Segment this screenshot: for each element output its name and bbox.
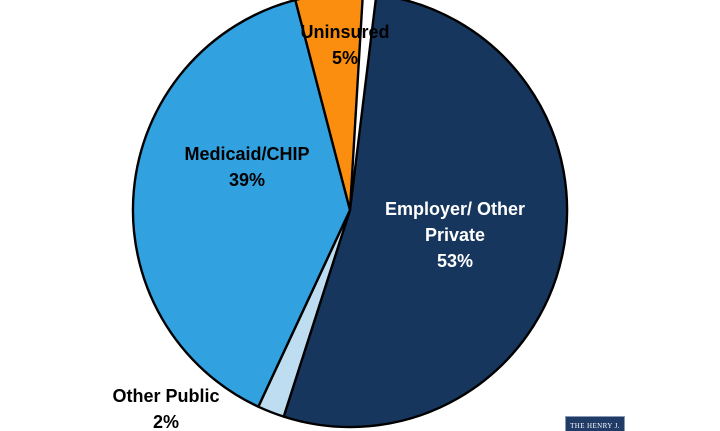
label-uninsured-value: 5% [331, 48, 359, 68]
label-medicaid-chip: Medicaid/CHIP 39% [184, 141, 309, 193]
label-uninsured: Uninsured 5% [300, 19, 389, 71]
label-employer-value: 53% [436, 251, 474, 271]
label-medicaid-chip-name: Medicaid/CHIP [184, 144, 310, 164]
label-employer-other-private: Employer/ Other Private 53% [385, 196, 525, 274]
label-other-public: Other Public 2% [112, 383, 219, 431]
pie-group [131, 0, 569, 429]
label-uninsured-name: Uninsured [300, 22, 390, 42]
pie-slice-medicaid-chip [131, 0, 352, 408]
pie-slice-uninsured [294, 0, 364, 212]
kff-logo: THE HENRY J. [565, 416, 625, 431]
pie-slice-employer-other-private [282, 0, 569, 429]
kff-logo-text: THE HENRY J. [570, 422, 620, 430]
label-employer-line2: Private [424, 225, 486, 245]
label-employer-line1: Employer/ Other [384, 199, 526, 219]
label-other-public-value: 2% [152, 412, 180, 431]
label-medicaid-chip-value: 39% [228, 170, 266, 190]
label-other-public-name: Other Public [112, 386, 220, 406]
